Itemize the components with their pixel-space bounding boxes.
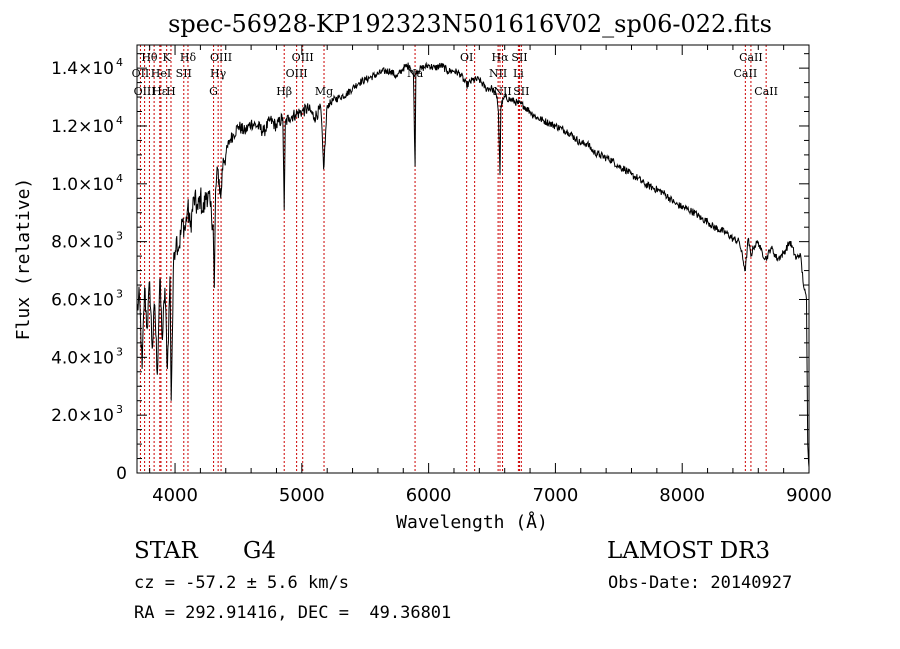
y-tick-label: 8.0×10	[51, 233, 114, 253]
y-tick-exponent: 4	[116, 56, 123, 69]
y-tick-exponent: 3	[116, 230, 123, 243]
line-label: OIII	[292, 51, 314, 64]
y-tick-exponent: 4	[116, 114, 123, 127]
line-label: NII	[489, 67, 507, 80]
line-label: SII	[176, 67, 192, 80]
radial-velocity: cz = -57.2 ± 5.6 km/s	[134, 573, 349, 593]
x-axis-label: Wavelength (Å)	[396, 511, 548, 533]
line-label: Li	[513, 67, 524, 80]
x-tick-label: 9000	[786, 485, 832, 506]
x-tick-label: 7000	[533, 485, 579, 506]
line-label: CaII	[754, 85, 778, 98]
line-label: Mg	[315, 85, 333, 98]
line-label: CaII	[739, 51, 763, 64]
line-label: Hγ	[210, 67, 227, 80]
y-tick-label: 1.0×10	[51, 175, 114, 195]
y-tick-label: 1.2×10	[51, 117, 114, 137]
line-label: Hθ	[141, 51, 158, 64]
x-tick-label: 6000	[406, 485, 452, 506]
y-tick-label: 0	[116, 464, 127, 484]
x-tick-label: 4000	[152, 485, 198, 506]
spectrum-series-line	[136, 61, 810, 468]
object-class: STAR	[134, 538, 198, 564]
y-tick-label: 2.0×10	[51, 406, 114, 426]
line-label: Hε	[152, 85, 168, 98]
y-tick-exponent: 3	[116, 345, 123, 358]
line-label: NII	[493, 85, 511, 98]
x-tick-label: 5000	[279, 485, 325, 506]
line-label: K	[163, 51, 172, 64]
y-tick-exponent: 3	[116, 287, 123, 300]
chart-title: spec-56928-KP192323N501616V02_sp06-022.f…	[168, 10, 772, 38]
line-label: Hα	[491, 51, 509, 64]
object-subclass: G4	[243, 538, 277, 564]
y-tick-exponent: 3	[116, 403, 123, 416]
line-label: OI	[460, 51, 473, 64]
y-tick-label: 6.0×10	[51, 290, 114, 310]
x-tick-label: 8000	[659, 485, 705, 506]
emission-line-markers	[139, 45, 767, 473]
line-label: HeI	[151, 67, 171, 80]
line-label: OII	[132, 67, 150, 80]
line-label: H	[166, 85, 176, 98]
survey-name: LAMOST DR3	[607, 538, 771, 564]
line-label: Hδ	[180, 51, 197, 64]
y-tick-exponent: 4	[116, 172, 123, 185]
line-label: SII	[511, 51, 527, 64]
x-axis-ticks: 4000 5000 6000 7000 8000 9000	[149, 45, 832, 506]
coordinates: RA = 292.91416, DEC = 49.36801	[134, 603, 452, 623]
plot-frame	[136, 44, 810, 474]
line-label: OIII	[286, 67, 308, 80]
y-axis-label: Flux (relative)	[13, 178, 34, 341]
line-label: SII	[513, 85, 529, 98]
line-label: OIII	[134, 85, 156, 98]
line-label: CaII	[734, 67, 758, 80]
line-label: OIII	[210, 51, 232, 64]
y-axis-ticks: 02.0×10 34.0×10 36.0×10 38.0×10 31.0×10 41.2×…	[51, 53, 809, 484]
y-tick-label: 1.4×10	[51, 59, 114, 79]
y-tick-label: 4.0×10	[51, 348, 114, 368]
line-label: Hβ	[276, 85, 292, 98]
line-label: G	[209, 85, 218, 98]
observation-date: Obs-Date: 20140927	[608, 573, 793, 593]
